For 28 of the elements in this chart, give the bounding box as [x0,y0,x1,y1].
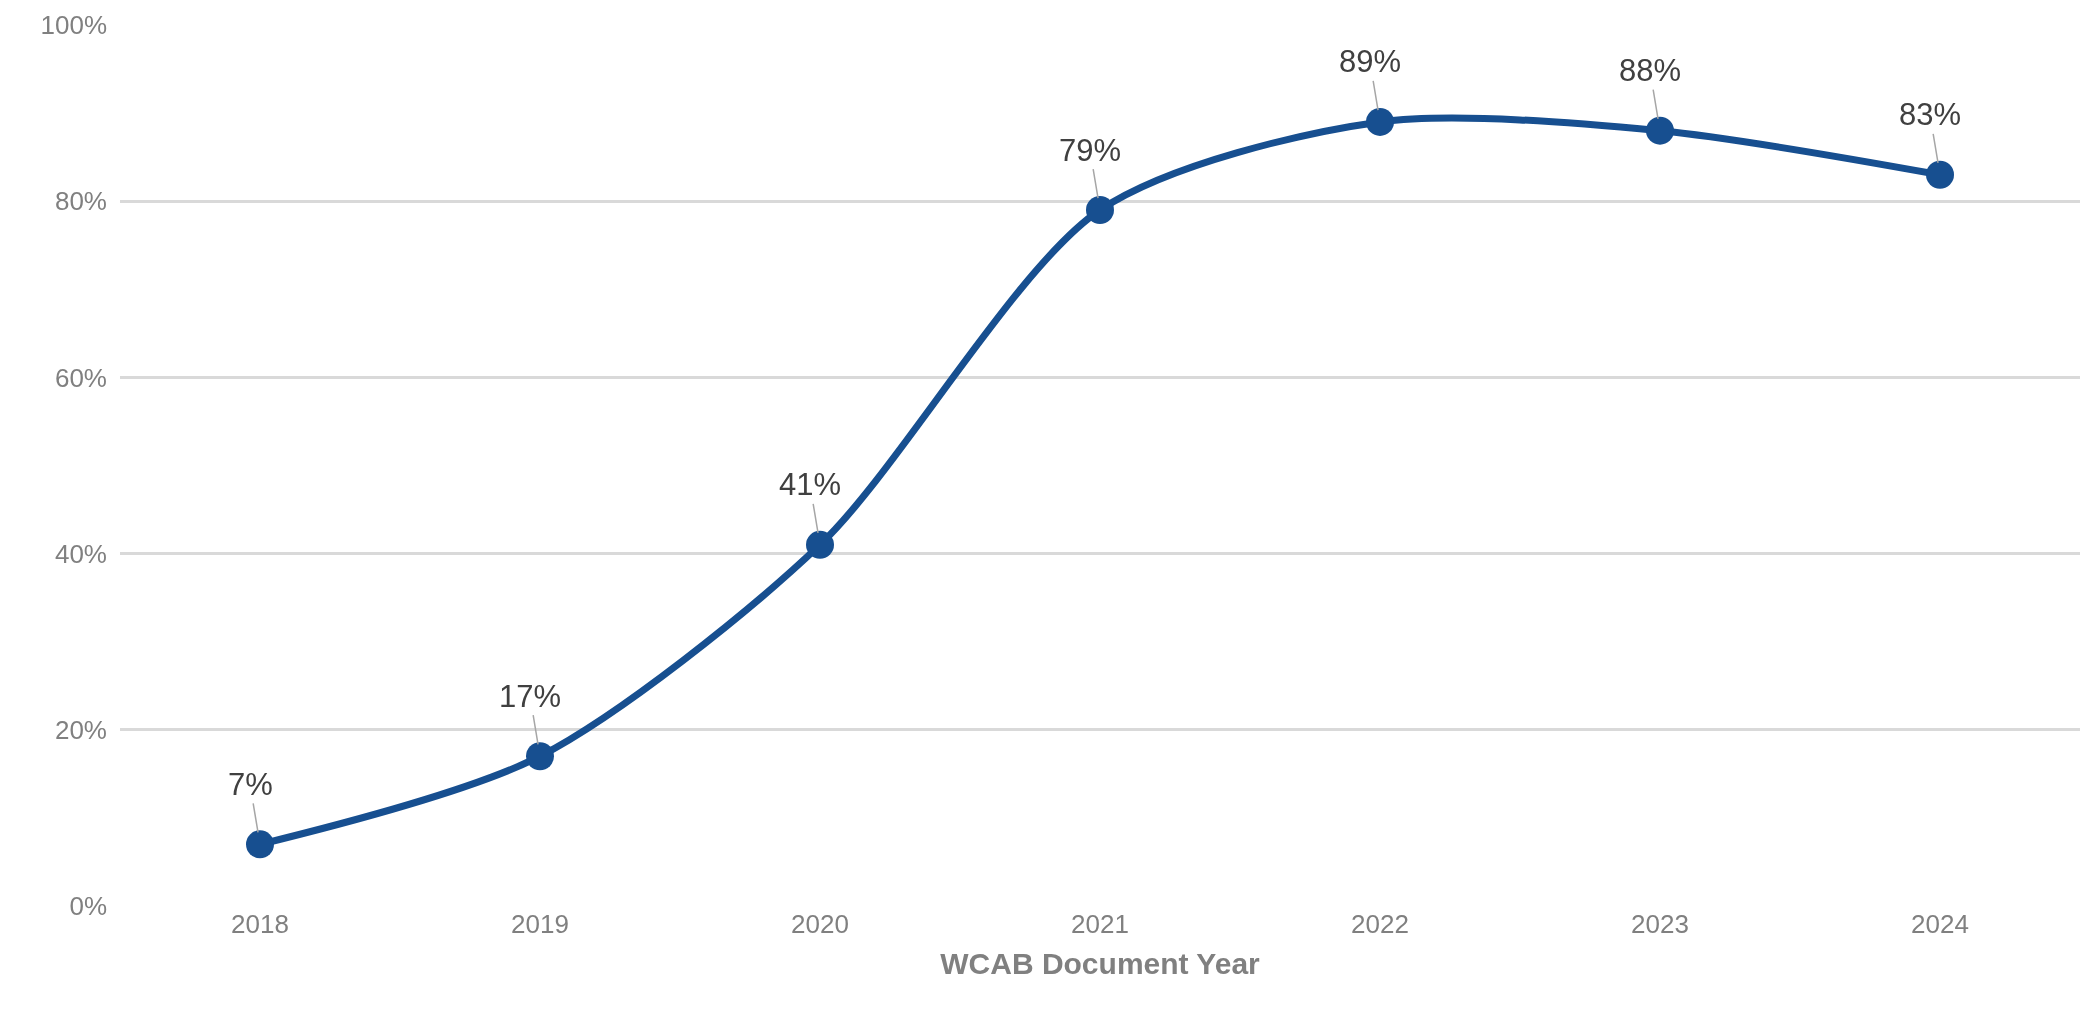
x-tick-label: 2021 [1071,909,1129,939]
point [1086,196,1114,224]
x-axis-title: WCAB Document Year [940,946,1261,980]
x-tick-label: 2024 [1911,909,1969,939]
point [1646,116,1674,145]
x-tick-label: 2019 [511,909,569,939]
point [1926,160,1954,189]
y-tick-label: 0% [69,891,107,922]
data-label: 17% [499,679,562,714]
x-tick-label: 2018 [231,909,289,939]
y-tick-label: 40% [54,538,107,569]
data-label: 88% [1619,53,1682,88]
y-tick-label: 80% [54,186,107,217]
y-tick-label: 60% [54,362,107,393]
x-tick-label: 2020 [791,909,849,939]
data-label: 79% [1059,133,1122,168]
data-label: 7% [228,767,273,802]
y-tick-label: 100% [40,10,107,41]
point [246,830,274,859]
point [806,530,834,559]
x-tick-label: 2023 [1631,909,1689,939]
point [1366,107,1394,136]
data-label: 41% [779,467,842,502]
point [526,742,554,771]
data-label: 89% [1339,44,1402,79]
data-label: 83% [1899,97,1962,132]
x-tick-label: 2022 [1351,909,1409,939]
y-tick-label: 20% [54,714,107,745]
